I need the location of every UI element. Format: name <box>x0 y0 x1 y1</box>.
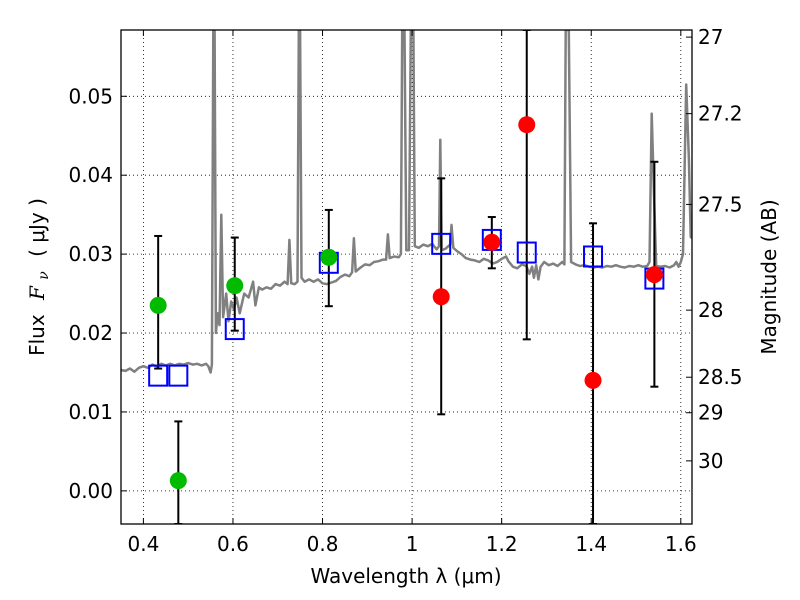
y-tick-label: 0.00 <box>68 479 113 503</box>
x-tick-label: 0.6 <box>217 532 249 556</box>
y-axis-title-unit: ( μJy ) <box>25 198 49 257</box>
model-square-marker <box>148 364 169 387</box>
y-axis-title: Flux F ν ( μJy ) <box>25 198 53 356</box>
y-axis-title-symbol: F <box>25 285 49 301</box>
green-point-marker <box>169 472 187 490</box>
red-point-marker <box>584 371 602 389</box>
y-axis-title-subscript: ν <box>36 271 52 280</box>
x-tick-label: 0.8 <box>307 532 339 556</box>
y2-tick-label: 27.2 <box>698 102 743 126</box>
green-point-marker <box>320 248 338 266</box>
y2-tick-label: 27 <box>698 25 723 49</box>
model-square-marker <box>168 364 189 387</box>
y2-axis-title: Magnitude (AB) <box>757 199 781 354</box>
y-tick-label: 0.03 <box>68 242 113 266</box>
model-square-marker <box>583 245 604 268</box>
model-square-marker <box>431 232 452 255</box>
y-tick-label: 0.04 <box>68 163 113 187</box>
x-tick-label: 1.6 <box>665 532 697 556</box>
red-point-marker <box>432 288 450 306</box>
y2-tick-label: 27.5 <box>698 192 743 216</box>
y-tick-label: 0.01 <box>68 400 113 424</box>
model-square-marker <box>516 241 537 264</box>
x-tick-label: 1.4 <box>575 532 607 556</box>
spectrum-line <box>121 30 692 374</box>
y2-tick-label: 28.5 <box>698 365 743 389</box>
svg-text:Flux F ν ( μ: Flux F ν ( μJy ) <box>25 198 53 356</box>
x-tick-label: 1 <box>406 532 419 556</box>
green-point-marker <box>149 296 167 314</box>
y2-tick-label: 30 <box>698 449 723 473</box>
spectrum-layer <box>121 30 692 374</box>
red-point-marker <box>518 116 536 134</box>
y2-axis-title-group: Magnitude (AB) <box>757 199 781 354</box>
green-point-marker <box>226 277 244 295</box>
y-tick-label: 0.05 <box>68 84 113 108</box>
y2-tick-label: 28 <box>698 298 723 322</box>
y-tick-label: 0.02 <box>68 321 113 345</box>
x-axis-title: Wavelength λ (μm) <box>310 564 501 588</box>
plot-frame <box>120 29 693 525</box>
ticks: 0.4 0.6 0.8 1 1.2 1.4 1.6 0.00 0.01 0.02 0.03 0.04 0… <box>68 25 742 556</box>
y2-tick-label: 29 <box>698 401 723 425</box>
model-square-marker <box>224 318 245 341</box>
x-tick-label: 0.4 <box>127 532 159 556</box>
x-tick-label: 1.2 <box>486 532 518 556</box>
y-axis-title-prefix: Flux <box>25 314 49 356</box>
red-point-marker <box>483 233 501 251</box>
grid <box>121 30 692 524</box>
marker-layer <box>148 116 665 490</box>
red-point-marker <box>645 266 663 284</box>
